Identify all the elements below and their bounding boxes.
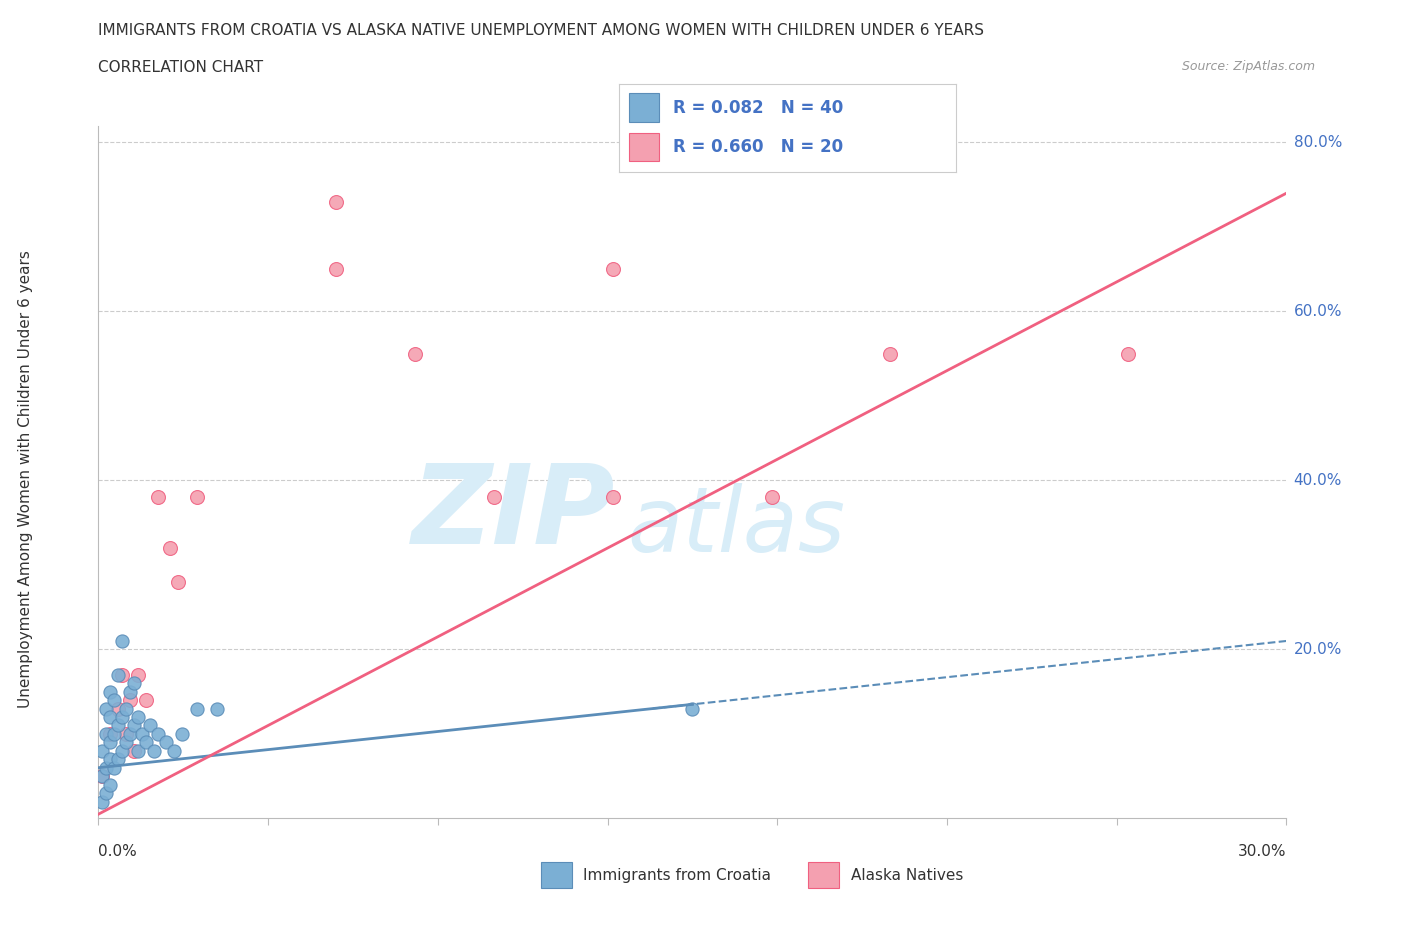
Point bbox=[122, 718, 145, 733]
Point bbox=[127, 743, 149, 758]
Point bbox=[115, 726, 138, 741]
Point bbox=[103, 760, 125, 775]
Text: 40.0%: 40.0% bbox=[1294, 473, 1341, 488]
Point bbox=[122, 743, 145, 758]
Point bbox=[163, 743, 186, 758]
Point bbox=[96, 760, 118, 775]
Point bbox=[111, 633, 134, 648]
Point bbox=[205, 701, 228, 716]
Text: 60.0%: 60.0% bbox=[1294, 304, 1341, 319]
Point bbox=[404, 346, 426, 361]
Point bbox=[98, 735, 121, 750]
Point bbox=[103, 726, 125, 741]
Point bbox=[146, 726, 169, 741]
Point bbox=[155, 735, 177, 750]
Text: 80.0%: 80.0% bbox=[1294, 135, 1341, 150]
Text: Alaska Natives: Alaska Natives bbox=[851, 869, 963, 883]
Point bbox=[91, 769, 114, 784]
Point bbox=[142, 743, 165, 758]
Point bbox=[135, 735, 157, 750]
Text: 20.0%: 20.0% bbox=[1294, 642, 1341, 657]
Point bbox=[484, 490, 506, 505]
Point bbox=[325, 261, 347, 276]
Point bbox=[186, 701, 208, 716]
Text: Immigrants from Croatia: Immigrants from Croatia bbox=[583, 869, 772, 883]
Point bbox=[127, 710, 149, 724]
Text: 0.0%: 0.0% bbox=[98, 844, 138, 858]
Text: atlas: atlas bbox=[627, 484, 845, 571]
Point bbox=[107, 701, 129, 716]
Text: Source: ZipAtlas.com: Source: ZipAtlas.com bbox=[1181, 60, 1315, 73]
Text: CORRELATION CHART: CORRELATION CHART bbox=[98, 60, 263, 75]
Point bbox=[111, 668, 134, 683]
Point bbox=[159, 540, 181, 555]
Point bbox=[111, 743, 134, 758]
Bar bbox=[628, 93, 659, 122]
Text: IMMIGRANTS FROM CROATIA VS ALASKA NATIVE UNEMPLOYMENT AMONG WOMEN WITH CHILDREN : IMMIGRANTS FROM CROATIA VS ALASKA NATIVE… bbox=[98, 23, 984, 38]
Point bbox=[681, 701, 703, 716]
Text: 30.0%: 30.0% bbox=[1239, 844, 1286, 858]
Point bbox=[122, 676, 145, 691]
Point bbox=[91, 743, 114, 758]
Point bbox=[135, 693, 157, 708]
Point bbox=[325, 194, 347, 209]
Point bbox=[131, 726, 153, 741]
Point bbox=[115, 735, 138, 750]
Point bbox=[761, 490, 783, 505]
Point bbox=[127, 668, 149, 683]
Point bbox=[146, 490, 169, 505]
Point bbox=[170, 726, 193, 741]
Point bbox=[107, 718, 129, 733]
Point bbox=[96, 701, 118, 716]
Point bbox=[120, 726, 142, 741]
Point bbox=[602, 261, 624, 276]
Text: ZIP: ZIP bbox=[412, 460, 616, 567]
Point bbox=[139, 718, 162, 733]
Point bbox=[879, 346, 901, 361]
Point bbox=[115, 701, 138, 716]
Point bbox=[107, 668, 129, 683]
Point bbox=[96, 786, 118, 801]
Point bbox=[120, 693, 142, 708]
Point bbox=[120, 684, 142, 699]
Text: R = 0.082   N = 40: R = 0.082 N = 40 bbox=[672, 99, 842, 116]
Point bbox=[1116, 346, 1139, 361]
Point bbox=[98, 751, 121, 766]
Point bbox=[107, 751, 129, 766]
Point bbox=[111, 710, 134, 724]
Text: R = 0.660   N = 20: R = 0.660 N = 20 bbox=[672, 139, 842, 156]
Point bbox=[91, 794, 114, 809]
Point bbox=[98, 777, 121, 792]
Point bbox=[186, 490, 208, 505]
Point bbox=[103, 693, 125, 708]
Point bbox=[98, 710, 121, 724]
Point bbox=[91, 769, 114, 784]
Point bbox=[166, 575, 188, 590]
Point bbox=[602, 490, 624, 505]
Point bbox=[98, 726, 121, 741]
Text: Unemployment Among Women with Children Under 6 years: Unemployment Among Women with Children U… bbox=[18, 250, 32, 708]
Bar bbox=[628, 133, 659, 162]
Point bbox=[96, 726, 118, 741]
Point bbox=[98, 684, 121, 699]
